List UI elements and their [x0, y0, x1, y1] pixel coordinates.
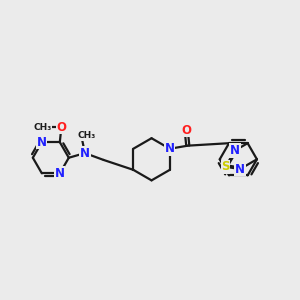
Text: CH₃: CH₃ — [34, 123, 52, 132]
Text: O: O — [56, 121, 66, 134]
Text: N: N — [235, 163, 245, 176]
Text: N: N — [55, 167, 65, 180]
Text: N: N — [165, 142, 175, 155]
Text: O: O — [181, 124, 191, 137]
Text: N: N — [230, 144, 240, 157]
Text: CH₃: CH₃ — [77, 131, 96, 140]
Text: N: N — [80, 147, 90, 160]
Text: S: S — [221, 160, 230, 173]
Text: N: N — [37, 136, 47, 149]
